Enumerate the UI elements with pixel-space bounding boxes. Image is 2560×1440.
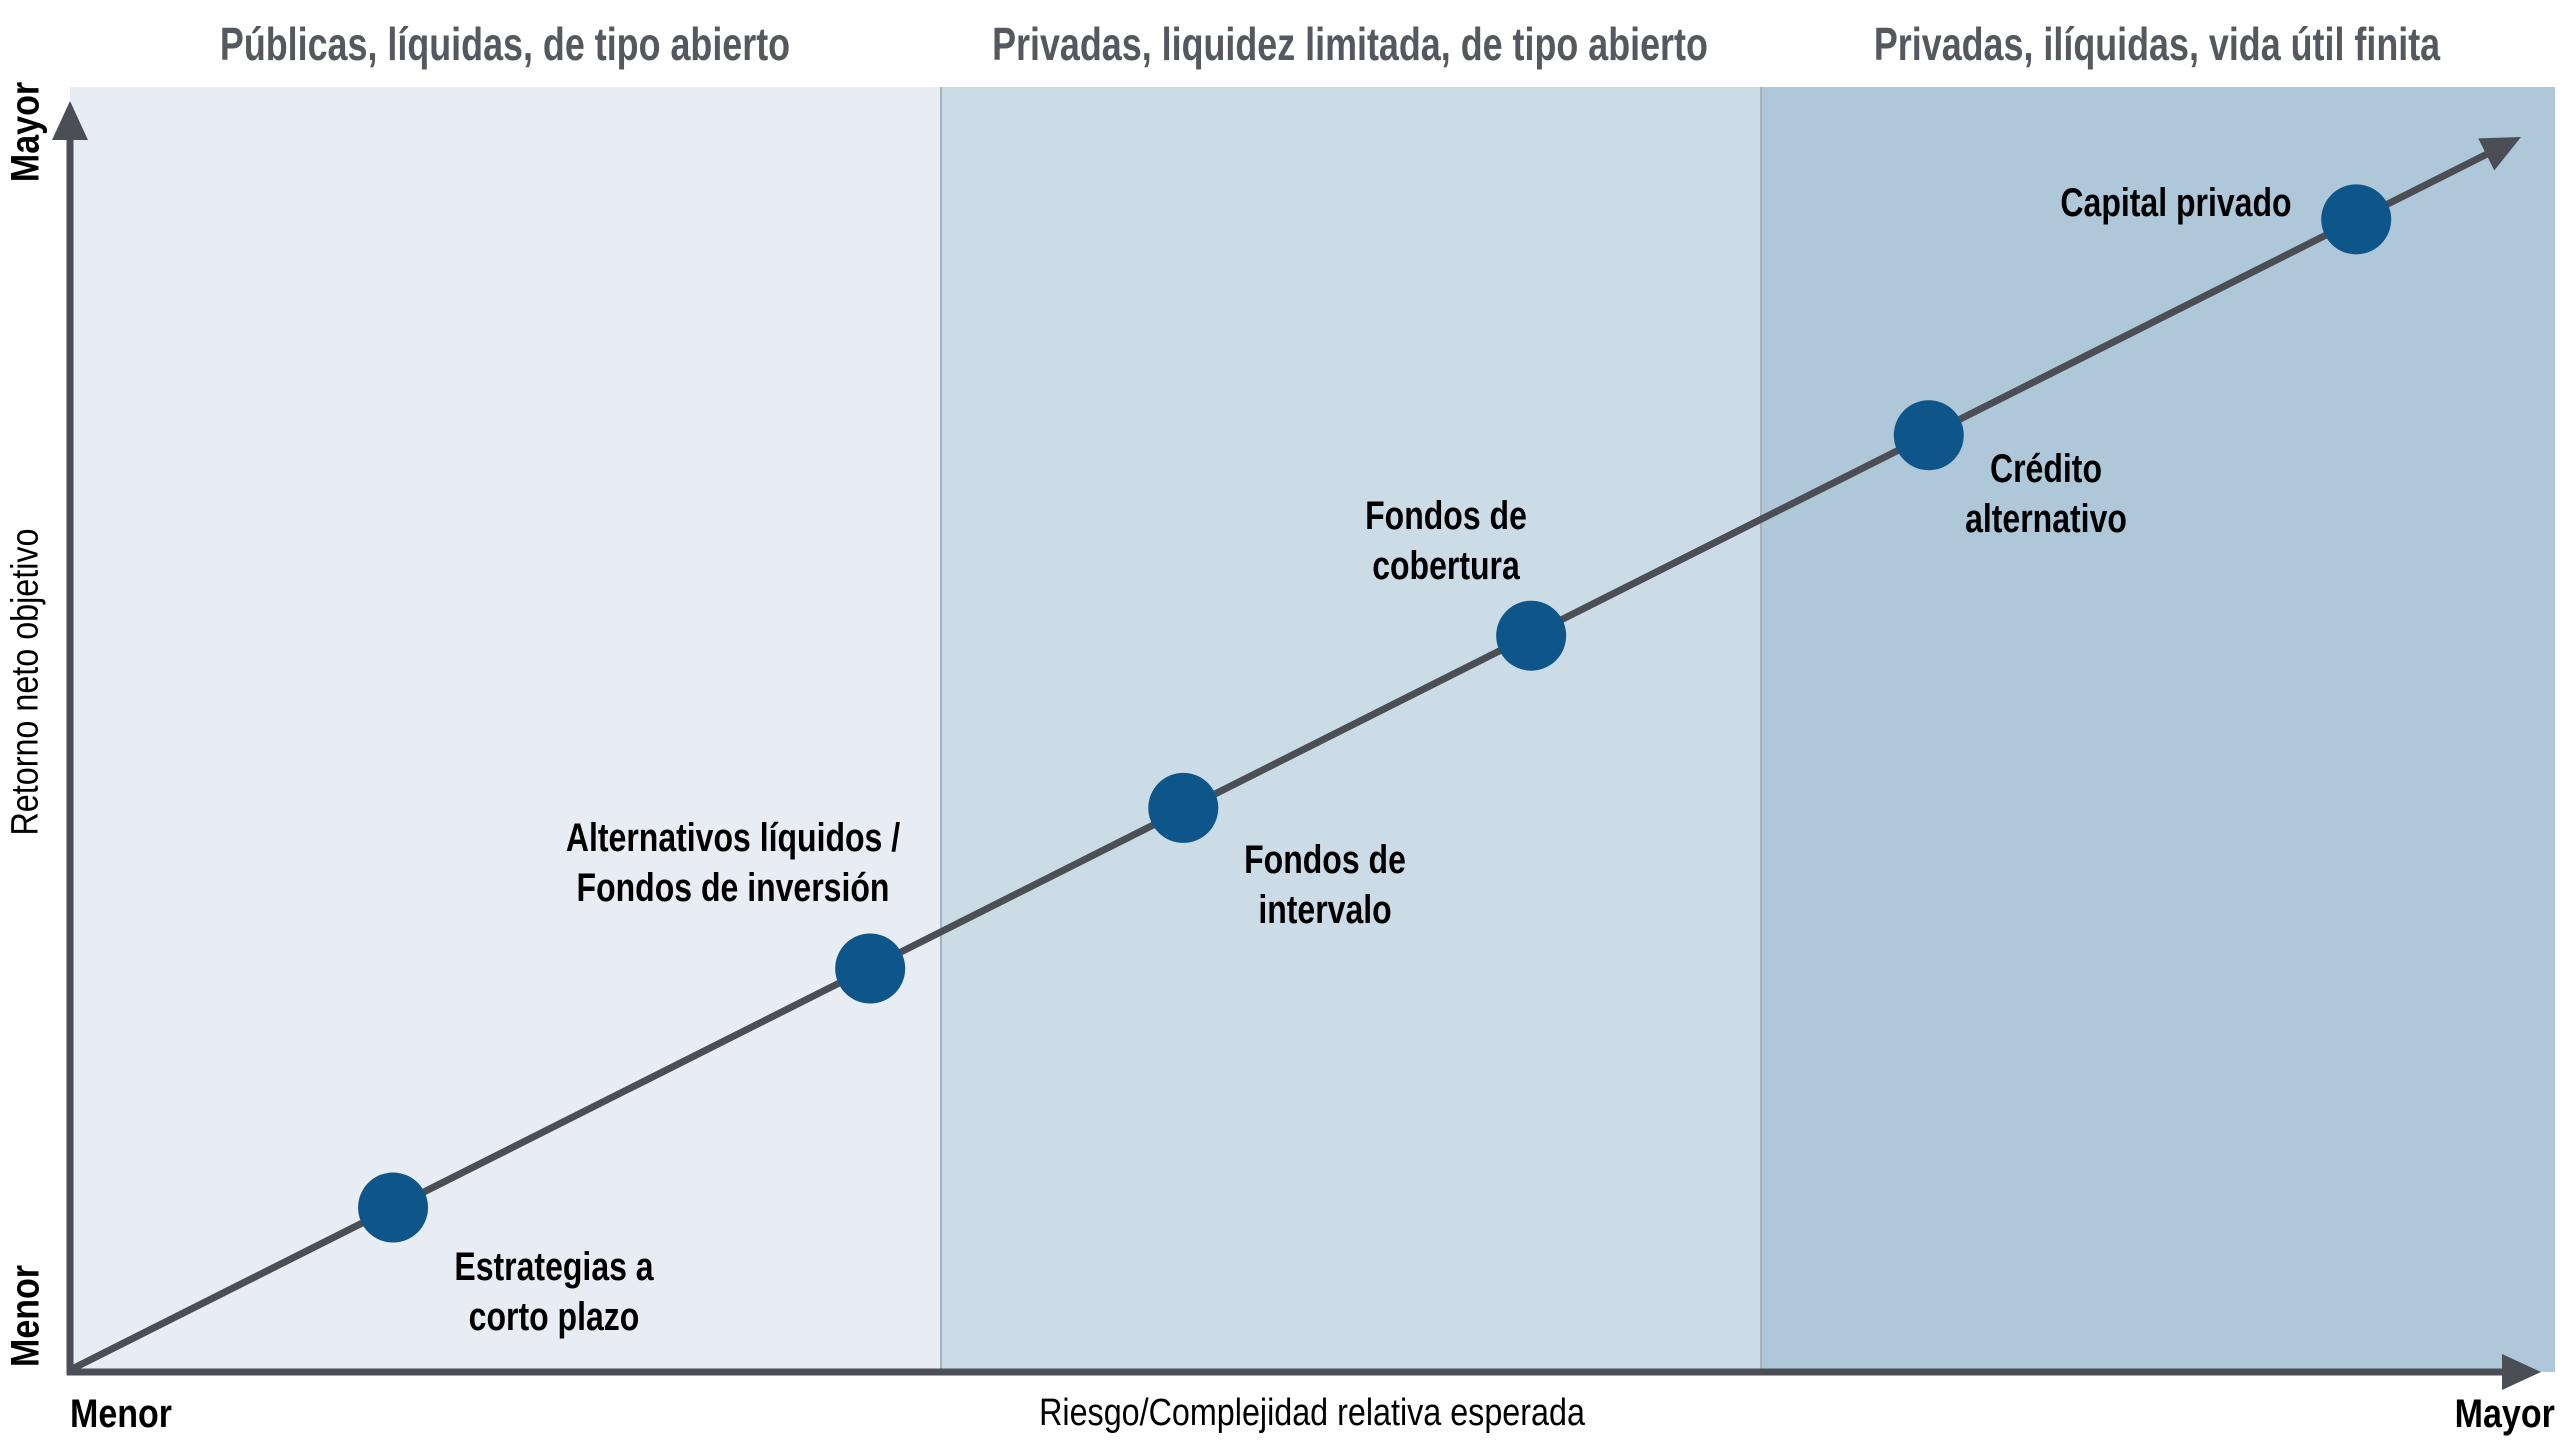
band-header-3: Privadas, ilíquidas, vida útil finita xyxy=(1794,18,2520,70)
data-point-label-6: Capital privado xyxy=(2061,178,2292,228)
data-point-label-line: cobertura xyxy=(1372,543,1520,588)
band-header-text: Privadas, liquidez limitada, de tipo abi… xyxy=(991,18,1708,70)
data-point-label-5: Crédito alternativo xyxy=(1965,444,2127,544)
data-point-label-line: Capital privado xyxy=(2060,181,2292,226)
x-axis-min-label: Menor xyxy=(70,1392,172,1436)
y-axis-min-label: Menor xyxy=(3,1265,48,1367)
band-header-2: Privadas, liquidez limitada, de tipo abi… xyxy=(891,18,1809,70)
data-point-label-line: Alternativos líquidos / xyxy=(566,815,901,860)
data-point-label-1: Estrategias a corto plazo xyxy=(454,1242,653,1342)
band-header-text: Públicas, líquidas, de tipo abierto xyxy=(219,18,790,70)
band-region-3 xyxy=(1759,87,2555,1372)
y-axis-title: Retorno neto objetivo xyxy=(4,528,47,836)
data-point-label-line: Crédito xyxy=(1989,447,2102,492)
data-point-label-line: Fondos de xyxy=(1244,837,1407,882)
data-point-label-4: Fondos de cobertura xyxy=(1365,491,1527,591)
data-point-label-line: corto plazo xyxy=(468,1294,640,1339)
band-region-2 xyxy=(939,87,1760,1372)
data-point-label-line: Fondos de inversión xyxy=(576,865,890,910)
data-point-label-line: intervalo xyxy=(1258,887,1392,932)
band-header-1: Públicas, líquidas, de tipo abierto xyxy=(139,18,870,70)
data-point-label-2: Alternativos líquidos / Fondos de inversi… xyxy=(566,813,900,913)
data-point-label-line: Estrategias a xyxy=(454,1244,654,1289)
band-region-1 xyxy=(70,87,940,1372)
x-axis-title: Riesgo/Complejidad relativa esperada xyxy=(1039,1392,1585,1434)
x-axis-max-label: Mayor xyxy=(2454,1392,2555,1436)
data-point-label-line: alternativo xyxy=(1964,497,2127,542)
y-axis-max-label: Mayor xyxy=(3,81,48,183)
data-point-label-3: Fondos de intervalo xyxy=(1244,835,1406,935)
band-header-text: Privadas, ilíquidas, vida útil finita xyxy=(1874,18,2441,70)
data-point-label-line: Fondos de xyxy=(1365,493,1528,538)
